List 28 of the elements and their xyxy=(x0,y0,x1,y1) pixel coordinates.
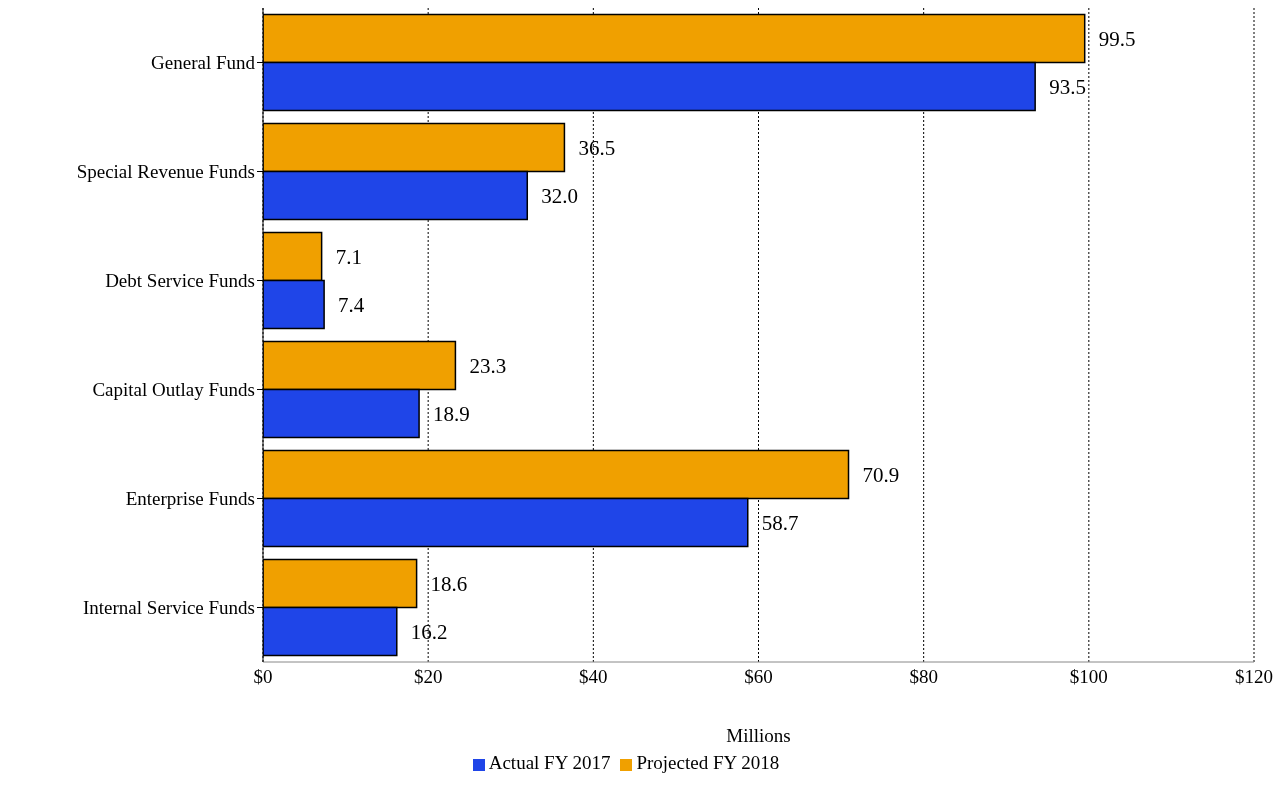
data-label: 36.5 xyxy=(578,135,616,160)
data-label: 18.9 xyxy=(433,401,470,426)
data-label: 93.5 xyxy=(1049,74,1086,99)
data-label: 99.5 xyxy=(1098,26,1136,51)
data-label: 16.2 xyxy=(410,619,448,644)
y-tick-label: Special Revenue Funds xyxy=(76,161,255,183)
data-label: 70.9 xyxy=(862,462,900,487)
x-axis-title: Millions xyxy=(726,725,791,746)
y-tick-label: General Fund xyxy=(151,52,256,74)
data-label: 18.6 xyxy=(430,571,468,596)
y-tick-label: Internal Service Funds xyxy=(82,597,255,619)
data-label: 58.7 xyxy=(761,510,799,535)
x-tick-label: $80 xyxy=(909,666,938,688)
data-label: 7.1 xyxy=(335,244,362,269)
legend-label: Actual FY 2017 xyxy=(488,752,611,773)
y-tick-label: Enterprise Funds xyxy=(125,488,255,510)
data-label: 7.4 xyxy=(338,292,365,317)
x-tick-label: $40 xyxy=(579,666,608,688)
y-tick-label: Debt Service Funds xyxy=(105,270,255,292)
x-tick-label: $0 xyxy=(253,666,273,688)
legend-label: Projected FY 2018 xyxy=(636,752,780,773)
y-tick-label: Capital Outlay Funds xyxy=(92,379,255,401)
x-tick-label: $20 xyxy=(413,666,443,688)
data-label: 23.3 xyxy=(469,353,507,378)
x-tick-label: $120 xyxy=(1235,666,1273,688)
data-label: 32.0 xyxy=(541,183,579,208)
x-tick-label: $100 xyxy=(1069,666,1108,688)
x-tick-label: $60 xyxy=(744,666,773,688)
